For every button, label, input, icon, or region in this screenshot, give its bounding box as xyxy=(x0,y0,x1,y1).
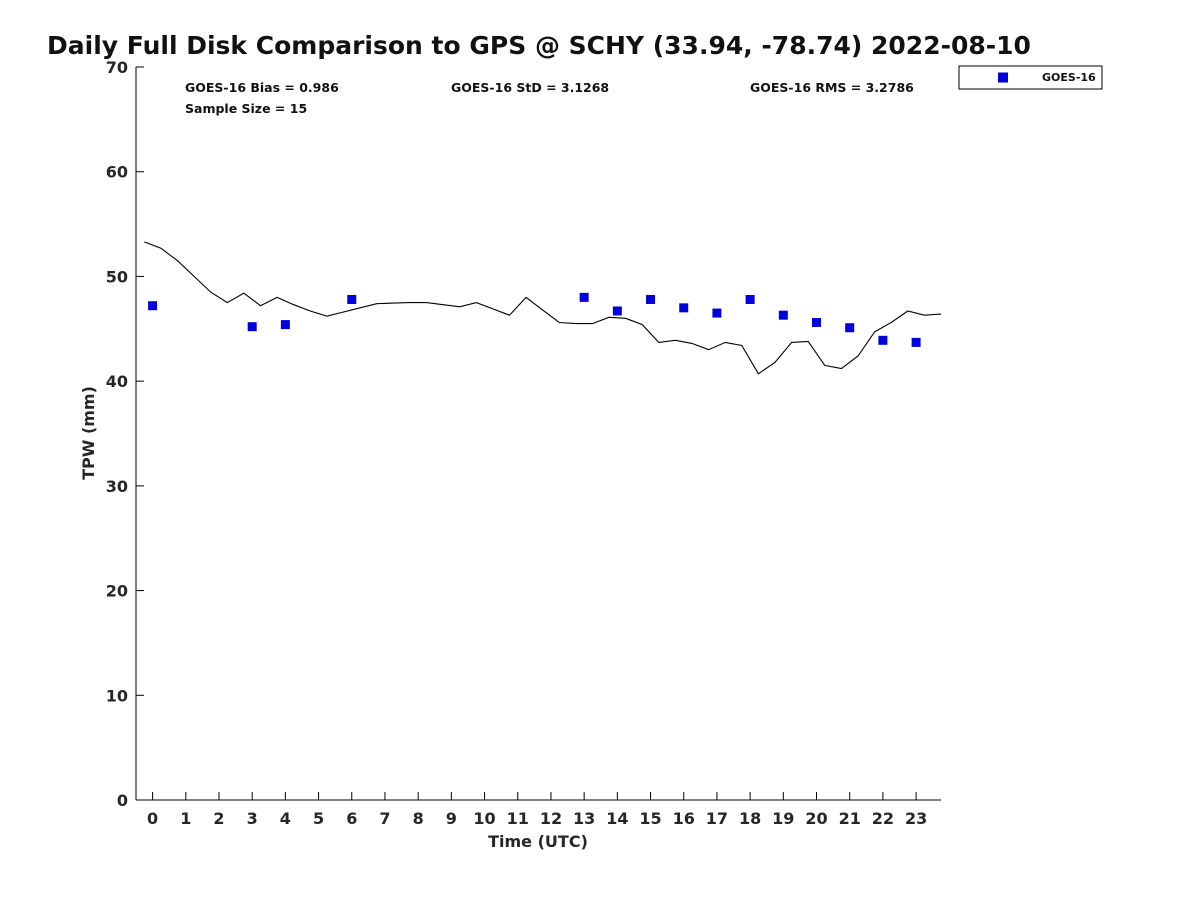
goes16-point xyxy=(646,294,656,304)
y-axis: 0 10 20 30 40 50 60 70 xyxy=(106,58,144,810)
legend-marker-goes16 xyxy=(998,72,1008,83)
x-tick-label: 9 xyxy=(446,809,457,828)
goes16-point xyxy=(612,306,622,316)
goes16-point xyxy=(745,294,755,304)
goes16-point xyxy=(148,301,158,311)
x-tick-label: 8 xyxy=(413,809,424,828)
y-tick-label: 50 xyxy=(106,267,128,286)
goes16-point xyxy=(347,294,357,304)
legend-box xyxy=(958,65,1103,90)
goes16-point xyxy=(911,337,921,347)
legend-label-goes16: GOES-16 xyxy=(1042,71,1096,84)
stat-std: GOES-16 StD = 3.1268 xyxy=(451,80,609,95)
x-tick-label: 13 xyxy=(573,809,595,828)
goes16-point xyxy=(247,322,257,332)
x-tick-label: 23 xyxy=(905,809,927,828)
legend: GOES-16 xyxy=(958,65,1103,90)
stat-bias: GOES-16 Bias = 0.986 xyxy=(185,80,339,95)
x-tick-label: 11 xyxy=(507,809,529,828)
x-tick-label: 10 xyxy=(473,809,495,828)
chart-title: Daily Full Disk Comparison to GPS @ SCHY… xyxy=(47,31,1031,60)
y-tick-label: 40 xyxy=(106,372,128,391)
goes16-point xyxy=(280,320,290,330)
goes16-point xyxy=(712,308,722,318)
x-axis-label: Time (UTC) xyxy=(488,832,588,851)
x-tick-label: 15 xyxy=(639,809,661,828)
y-tick-label: 10 xyxy=(106,686,128,705)
goes16-point xyxy=(878,335,888,345)
x-tick-label: 19 xyxy=(772,809,794,828)
x-tick-label: 1 xyxy=(180,809,191,828)
x-tick-label: 20 xyxy=(805,809,827,828)
x-axis: 0 1 2 3 4 5 6 7 8 9 10 11 12 13 14 15 16 17 18 19 20 21 22 23 xyxy=(136,792,941,828)
goes16-point xyxy=(845,323,855,333)
x-tick-label: 21 xyxy=(839,809,861,828)
stat-rms: GOES-16 RMS = 3.2786 xyxy=(750,80,914,95)
gps-line-series xyxy=(144,241,942,375)
goes16-point xyxy=(778,310,788,320)
x-tick-label: 14 xyxy=(606,809,628,828)
x-tick-label: 12 xyxy=(540,809,562,828)
goes16-point xyxy=(812,318,822,328)
x-tick-label: 16 xyxy=(673,809,695,828)
x-tick-label: 3 xyxy=(247,809,258,828)
x-tick-label: 17 xyxy=(706,809,728,828)
y-tick-label: 0 xyxy=(117,791,128,810)
x-tick-label: 18 xyxy=(739,809,761,828)
stat-sample-size: Sample Size = 15 xyxy=(185,101,307,116)
y-tick-label: 60 xyxy=(106,163,128,182)
x-tick-label: 4 xyxy=(280,809,291,828)
y-tick-label: 30 xyxy=(106,477,128,496)
x-tick-label: 2 xyxy=(213,809,224,828)
goes16-point xyxy=(579,292,589,302)
y-axis-label: TPW (mm) xyxy=(79,386,98,480)
gps-tpw-line xyxy=(144,241,942,375)
x-tick-label: 22 xyxy=(872,809,894,828)
y-tick-label: 70 xyxy=(106,58,128,77)
x-tick-label: 5 xyxy=(313,809,324,828)
x-tick-label: 7 xyxy=(379,809,390,828)
goes16-point xyxy=(679,303,689,313)
x-tick-label: 6 xyxy=(346,809,357,828)
x-tick-label: 0 xyxy=(147,809,158,828)
goes16-scatter-series xyxy=(148,292,921,347)
y-tick-label: 20 xyxy=(106,582,128,601)
